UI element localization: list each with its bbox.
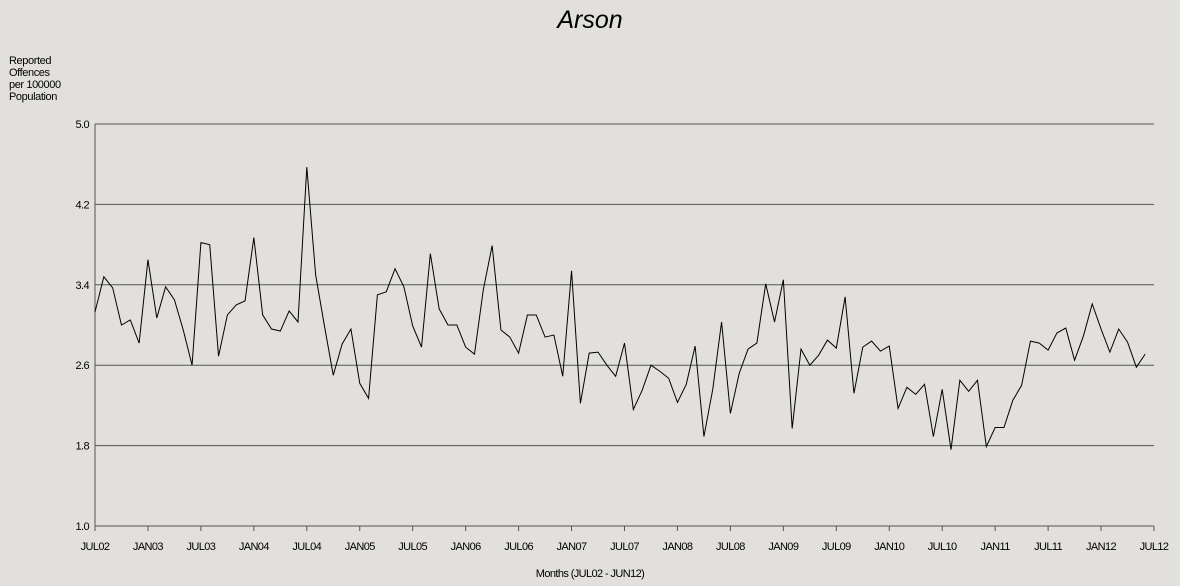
x-tick-label: JUL06	[504, 541, 533, 553]
series-line	[94, 167, 1146, 450]
x-tick-label: JUL03	[186, 541, 215, 553]
y-axis-label-line: Offences	[9, 67, 50, 79]
x-tick-label: JUL08	[716, 541, 745, 553]
y-tick-label: 3.4	[76, 280, 90, 292]
x-tick-label: JUL12	[1140, 541, 1169, 553]
x-tick-label: JUL09	[822, 541, 851, 553]
x-tick-label: JAN12	[1086, 541, 1116, 553]
y-tick-label: 2.6	[76, 360, 90, 372]
chart-title: Arson	[557, 6, 623, 34]
y-axis-label-line: Reported	[9, 55, 52, 67]
x-tick-label: JAN06	[451, 541, 481, 553]
x-tick-label: JUL04	[292, 541, 321, 553]
x-tick-label: JAN11	[981, 541, 1011, 553]
x-tick-label: JUL02	[81, 541, 110, 553]
x-tick-label: JAN04	[239, 541, 269, 553]
y-axis-label: Reported Offences per 100000 Population	[9, 55, 61, 103]
x-tick-label: JAN03	[133, 541, 163, 553]
y-axis-label-line: Population	[9, 91, 57, 103]
x-tick-label: JAN07	[557, 541, 587, 553]
x-tick-label: JUL05	[398, 541, 427, 553]
y-tick-label: 1.8	[76, 441, 90, 453]
x-tick-label: JUL07	[610, 541, 639, 553]
y-tick-label: 1.0	[76, 521, 90, 533]
x-tick-label: JAN08	[662, 541, 692, 553]
x-tick-label: JUL11	[1034, 541, 1062, 553]
y-tick-label: 4.2	[76, 199, 90, 211]
x-tick-label: JUL10	[928, 541, 957, 553]
x-axis-label: Months (JUL02 - JUN12)	[535, 568, 645, 580]
x-tick-label: JAN05	[345, 541, 375, 553]
x-tick-label: JAN10	[874, 541, 904, 553]
y-tick-label: 5.0	[76, 119, 90, 131]
y-axis-label-line: per 100000	[9, 79, 61, 91]
x-tick-label: JAN09	[768, 541, 798, 553]
